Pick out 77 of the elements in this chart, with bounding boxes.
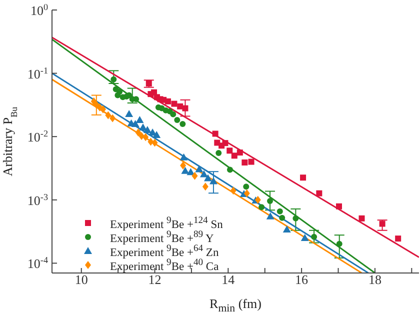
point bbox=[222, 140, 228, 146]
point bbox=[316, 190, 322, 196]
point bbox=[143, 126, 152, 134]
point bbox=[182, 105, 188, 112]
point bbox=[379, 220, 386, 227]
legend-label: Experiment $^{9}$Be +$^{89}$ Y bbox=[110, 228, 214, 245]
point bbox=[100, 105, 106, 114]
point bbox=[202, 182, 208, 191]
x-tick-label: 10 bbox=[74, 272, 88, 287]
legend-label: Experiment $^{9}$Be +$^{40}$ Ca bbox=[110, 256, 219, 273]
point bbox=[311, 234, 318, 240]
x-tick-label: 12 bbox=[148, 272, 162, 287]
point bbox=[276, 208, 283, 214]
x-tick-label: 14 bbox=[222, 272, 236, 287]
point bbox=[148, 138, 154, 146]
x-tick-label: 18 bbox=[368, 272, 382, 287]
point bbox=[258, 204, 265, 210]
point bbox=[243, 184, 250, 190]
point bbox=[181, 166, 190, 174]
point bbox=[146, 80, 152, 86]
point bbox=[266, 212, 274, 220]
point bbox=[395, 236, 402, 242]
point bbox=[152, 138, 158, 147]
point bbox=[180, 161, 186, 170]
point bbox=[230, 186, 236, 195]
point bbox=[110, 76, 117, 82]
point bbox=[171, 100, 178, 107]
point bbox=[195, 165, 204, 172]
point bbox=[204, 174, 212, 182]
legend-label: Experiment $^{9}$Be +$^{64}$ Zn bbox=[110, 242, 219, 259]
point bbox=[186, 168, 195, 176]
point bbox=[216, 150, 222, 156]
point bbox=[93, 100, 100, 109]
point bbox=[125, 110, 134, 117]
point bbox=[336, 240, 342, 247]
point bbox=[174, 116, 180, 123]
y-tick-label: 10$^{-4}$ bbox=[27, 255, 48, 272]
point bbox=[242, 159, 248, 166]
point bbox=[254, 196, 261, 204]
y-tick-label: 10$^{-2}$ bbox=[27, 128, 48, 145]
point bbox=[170, 111, 176, 118]
point bbox=[282, 226, 291, 233]
point bbox=[114, 92, 121, 98]
point bbox=[152, 130, 161, 138]
point bbox=[226, 166, 233, 173]
point bbox=[358, 215, 365, 222]
point bbox=[135, 128, 142, 137]
point bbox=[131, 120, 140, 128]
point bbox=[164, 98, 171, 104]
y-tick-label: 10$^{-3}$ bbox=[27, 192, 48, 208]
point bbox=[200, 170, 208, 178]
point bbox=[244, 189, 250, 198]
point bbox=[105, 111, 112, 120]
x-axis-title: R$_{min}$ (fm) bbox=[208, 296, 262, 315]
point bbox=[226, 148, 233, 154]
y-tick-label: 10$^{0}$ bbox=[30, 2, 48, 18]
point bbox=[192, 172, 198, 180]
point bbox=[279, 214, 286, 221]
x-tick-label: 16 bbox=[295, 272, 309, 287]
y-tick-label: 10$^{-1}$ bbox=[27, 65, 48, 82]
point bbox=[209, 177, 218, 184]
point bbox=[212, 130, 218, 137]
point bbox=[236, 150, 243, 156]
legend-label: Experiment $^{9}$Be +$^{124}$ Sn bbox=[110, 214, 223, 231]
point bbox=[300, 174, 306, 181]
point bbox=[231, 152, 238, 159]
point bbox=[180, 153, 188, 160]
point bbox=[136, 116, 144, 123]
point bbox=[292, 215, 299, 222]
point bbox=[138, 132, 145, 140]
point bbox=[142, 133, 149, 142]
point bbox=[336, 203, 342, 210]
point bbox=[248, 158, 254, 165]
point bbox=[180, 121, 186, 128]
point bbox=[110, 114, 116, 122]
point bbox=[267, 198, 273, 204]
point bbox=[300, 234, 309, 242]
